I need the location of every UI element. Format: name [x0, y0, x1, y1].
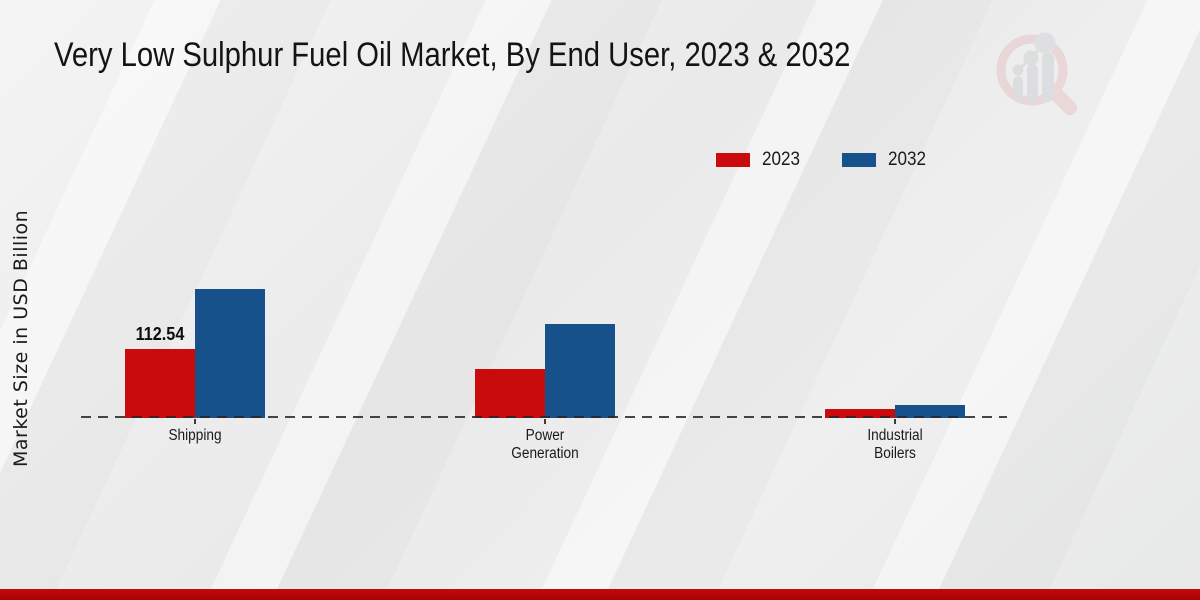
bar-2023-industrial-boilers — [825, 409, 895, 418]
plot-area: Shipping Power Generation Industrial Boile… — [81, 130, 1007, 462]
legend-swatch-2032 — [842, 153, 877, 167]
legend-item-2032: 2032 — [842, 149, 930, 171]
magnifier-bar-chart-logo-icon — [996, 32, 1077, 115]
footer-accent-bar — [0, 589, 1200, 600]
y-axis-label: Market Size in USD Billion — [10, 209, 32, 467]
category-label-shipping: Shipping — [168, 427, 222, 444]
legend-swatch-2023 — [716, 153, 750, 167]
x-axis-tick-industrial-boilers — [894, 419, 896, 424]
category-label-power-generation: Power Generation — [511, 427, 579, 462]
bar-2023-power-generation — [475, 369, 545, 418]
bar-2032-shipping — [195, 289, 265, 418]
bar-2032-industrial-boilers — [895, 405, 965, 418]
legend-label-2032: 2032 — [888, 149, 927, 170]
category-label-industrial-boilers: Industrial Boilers — [867, 427, 923, 462]
bar-2023-shipping — [125, 349, 195, 418]
bar-value-label-2023-shipping: 112.54 — [135, 324, 185, 344]
legend: 2023 2032 — [716, 149, 931, 171]
legend-label-2023: 2023 — [762, 149, 801, 170]
x-axis-tick-shipping — [194, 419, 196, 424]
bar-2032-power-generation — [545, 324, 615, 418]
chart-title: Very Low Sulphur Fuel Oil Market, By End… — [54, 36, 851, 74]
x-axis-tick-power-generation — [544, 419, 546, 424]
legend-item-2023: 2023 — [716, 149, 804, 171]
x-axis-baseline — [81, 416, 1007, 418]
